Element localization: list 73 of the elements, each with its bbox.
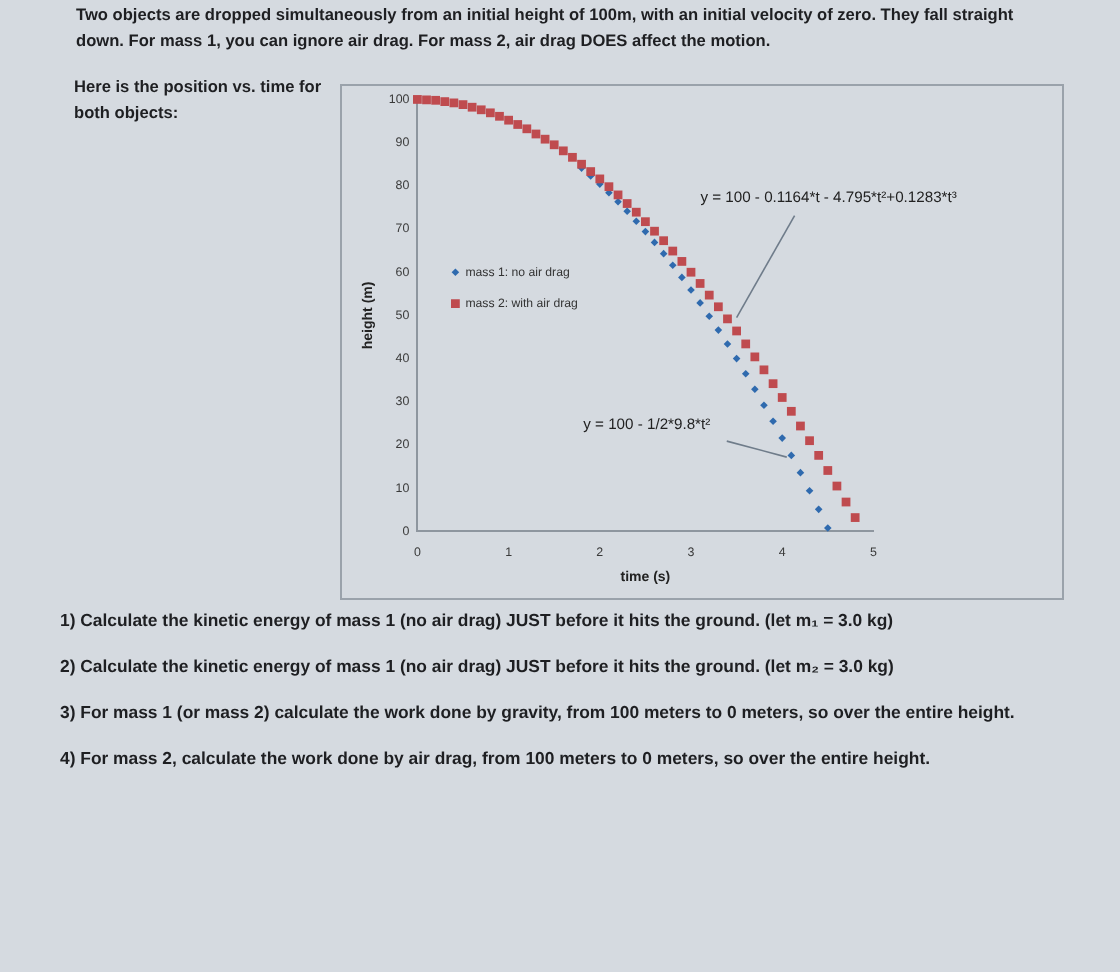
point [641,227,650,236]
text: 2) Calculate the kinetic energy of mass 1 (no air drag) JUST before it hits the ground. (let m₂ = 3.0 kg) [60,654,896,680]
point [476,105,486,115]
point [558,146,568,156]
point [449,98,459,108]
point [677,257,687,266]
point [769,417,777,426]
point [750,352,760,362]
point [805,487,814,495]
point [786,406,796,416]
point [741,369,750,378]
point [668,261,677,270]
point [522,124,532,134]
point [796,421,805,431]
point [787,451,796,460]
point [641,217,650,227]
point [504,115,513,125]
point [422,95,431,105]
point [540,134,550,144]
point [759,365,769,375]
point [768,379,778,389]
point [485,108,495,118]
point [659,236,669,246]
point [696,299,704,307]
point [814,505,823,514]
point [714,326,723,334]
point [440,97,450,106]
point [614,198,622,206]
chart-title: Two objects are dropped simultaneously from an initial height of 100m, with an initial velocity of zero. They fall straight down. For mass 1, you can ignore air drag. For mass 2, air drag DOES affect the motion. [76,2,1016,54]
point [513,120,523,129]
point [631,207,641,217]
point [723,314,732,324]
point [686,267,696,277]
point [577,159,586,169]
point [732,354,741,363]
point [595,174,605,184]
point [824,524,832,532]
point [704,290,714,300]
point [814,450,824,460]
point [622,199,632,208]
point [695,279,705,288]
point [723,340,732,348]
point [604,182,614,192]
point [650,226,659,236]
point [431,95,441,105]
point [659,249,668,258]
point [850,513,860,522]
point [796,468,805,477]
point [823,466,833,475]
point [777,393,787,402]
text: 3) For mass 1 (or mass 2) calculate the work done by gravity, from 100 meters to 0 meters, so over the entire height. [60,700,1017,726]
point [549,140,559,150]
text: 4) For mass 2, calculate the work done by air drag, from 100 meters to 0 meters, so over the entire height. [60,746,932,772]
point [705,312,714,321]
point [778,434,786,442]
point [467,102,477,112]
point [741,339,751,349]
point [632,217,641,226]
point [458,100,468,110]
point [805,436,814,446]
point [495,111,504,121]
point [713,302,723,312]
point [760,401,768,410]
text: Here is the position vs. time for both objects: [74,74,324,126]
point [586,167,596,176]
point [413,95,422,104]
point [751,385,759,394]
point [732,326,741,336]
point [668,246,678,256]
text: 1) Calculate the kinetic energy of mass 1 (no air drag) JUST before it hits the ground. (let m₁ = 3.0 kg) [60,608,896,634]
point [678,273,686,282]
point [568,152,577,162]
point [623,207,631,216]
